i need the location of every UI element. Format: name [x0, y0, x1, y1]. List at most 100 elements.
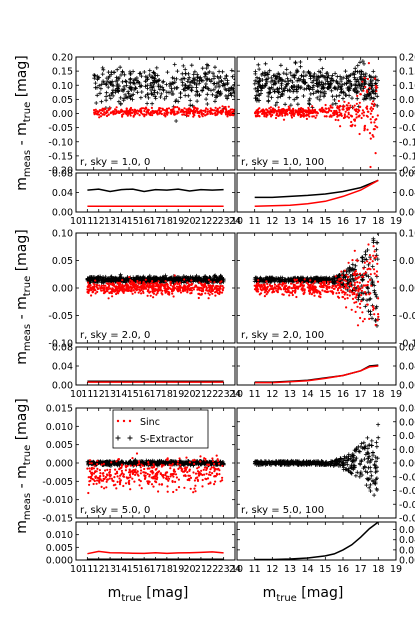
- sinc-point: [289, 291, 292, 294]
- sextractor-point: [128, 96, 133, 101]
- sinc-point: [346, 297, 349, 300]
- sinc-point: [363, 291, 367, 294]
- sextractor-point: [238, 91, 242, 95]
- sextractor-point: [119, 73, 123, 77]
- sinc-point: [157, 280, 160, 283]
- y-tick-label: 0.10: [52, 229, 73, 240]
- sinc-point: [266, 286, 269, 290]
- sinc-point: [269, 109, 272, 112]
- x-tick-label: 20: [184, 389, 196, 400]
- sextractor-point: [302, 81, 307, 86]
- sinc-point: [339, 113, 342, 116]
- sextractor-point: [262, 73, 267, 78]
- sextractor-point: [147, 73, 152, 77]
- sextractor-point: [168, 81, 172, 86]
- sextractor-point: [308, 73, 313, 78]
- sinc-point: [241, 108, 243, 110]
- sinc-point: [119, 281, 122, 284]
- sinc-point: [213, 281, 216, 284]
- sinc-point: [201, 287, 204, 290]
- sextractor-point: [314, 81, 319, 86]
- sinc-point: [159, 112, 162, 115]
- sinc-point: [226, 115, 229, 118]
- sextractor-point: [102, 277, 106, 282]
- sinc-point: [208, 288, 211, 291]
- sinc-point: [211, 286, 214, 289]
- sinc-point: [371, 260, 374, 263]
- sinc-point: [114, 112, 117, 115]
- sextractor-point: [288, 76, 292, 80]
- sextractor-point: [213, 99, 217, 104]
- sextractor-point: [233, 72, 235, 77]
- sinc-point: [155, 284, 158, 287]
- sinc-point: [211, 112, 214, 115]
- sinc-point: [338, 111, 341, 114]
- sinc-point: [304, 114, 307, 117]
- sextractor-point: [339, 77, 344, 82]
- sextractor-point: [355, 63, 360, 68]
- sinc-point: [256, 288, 259, 291]
- sinc-point: [250, 110, 252, 112]
- sinc-point: [365, 293, 368, 296]
- sinc-point: [169, 284, 172, 287]
- sinc-point: [266, 282, 269, 285]
- sinc-point: [354, 277, 357, 280]
- sinc-point: [369, 165, 372, 169]
- sinc-point: [357, 290, 360, 293]
- sinc-point: [331, 284, 334, 288]
- sinc-point: [172, 289, 175, 292]
- sinc-point: [255, 282, 258, 285]
- sextractor-point: [158, 95, 163, 99]
- sinc-point: [250, 110, 252, 112]
- sinc-point: [206, 108, 209, 111]
- sinc-point: [183, 278, 186, 281]
- sinc-point: [347, 261, 350, 264]
- sinc-point: [361, 320, 365, 323]
- sinc-point: [315, 114, 318, 117]
- sinc-point: [300, 107, 303, 110]
- sinc-point: [336, 280, 339, 283]
- sextractor-point: [301, 70, 306, 74]
- sextractor-point: [110, 82, 115, 87]
- sinc-point: [242, 117, 244, 119]
- sextractor-point: [195, 78, 200, 83]
- sinc-point: [163, 289, 166, 292]
- sinc-point: [201, 284, 204, 287]
- x-tick-label: 16: [337, 389, 349, 400]
- sextractor-point: [100, 72, 105, 77]
- sinc-point: [130, 288, 133, 291]
- sinc-point: [337, 286, 340, 290]
- sinc-point: [323, 282, 326, 285]
- panel-row2-left: r, sky = 2.0, 0-0.10-0.050.000.050.10: [48, 229, 236, 350]
- sinc-point: [244, 114, 246, 116]
- sextractor-point: [333, 101, 338, 106]
- sinc-point: [369, 112, 372, 115]
- sinc-point: [110, 290, 113, 293]
- sextractor-point: [369, 95, 374, 100]
- sextractor-point: [293, 61, 298, 66]
- y-tick-label: -0.05: [399, 123, 415, 134]
- sinc-point: [144, 106, 148, 109]
- sinc-point: [120, 285, 124, 288]
- sinc-point: [211, 292, 214, 295]
- sinc-point: [371, 115, 374, 119]
- sinc-point: [362, 284, 365, 287]
- x-tick-label: 10: [231, 216, 243, 227]
- sextractor-point: [164, 276, 169, 280]
- sextractor-point: [192, 277, 196, 282]
- sinc-point: [281, 293, 284, 296]
- sinc-point: [307, 112, 311, 115]
- sinc-point: [241, 110, 243, 112]
- sextractor-point: [359, 69, 364, 74]
- sextractor-point: [186, 85, 191, 90]
- sextractor-point: [98, 91, 102, 96]
- x-tick-label: 19: [172, 216, 184, 227]
- sextractor-point: [336, 84, 341, 89]
- sinc-point: [205, 289, 208, 292]
- sinc-point: [358, 109, 361, 112]
- sinc-point: [354, 296, 357, 299]
- sextractor-point: [128, 76, 133, 81]
- sextractor-point: [189, 63, 194, 68]
- sinc-point: [198, 115, 201, 118]
